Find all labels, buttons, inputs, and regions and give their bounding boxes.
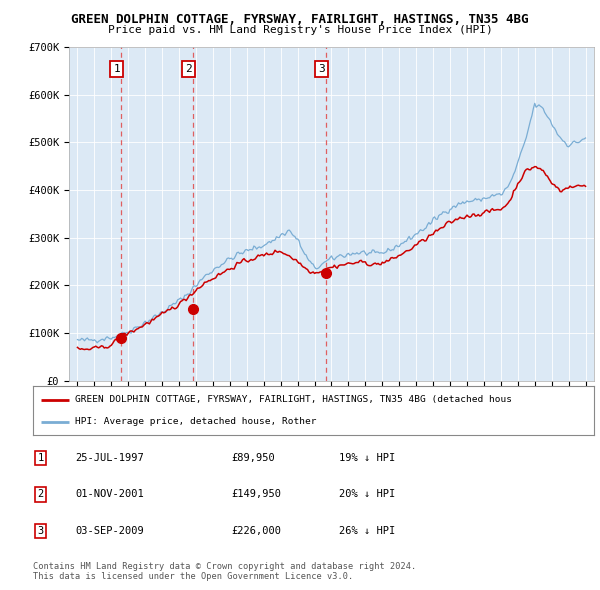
Text: Contains HM Land Registry data © Crown copyright and database right 2024.
This d: Contains HM Land Registry data © Crown c… — [33, 562, 416, 581]
Text: GREEN DOLPHIN COTTAGE, FYRSWAY, FAIRLIGHT, HASTINGS, TN35 4BG: GREEN DOLPHIN COTTAGE, FYRSWAY, FAIRLIGH… — [71, 13, 529, 26]
Text: 01-NOV-2001: 01-NOV-2001 — [75, 490, 144, 499]
Text: 3: 3 — [319, 64, 325, 74]
Text: GREEN DOLPHIN COTTAGE, FYRSWAY, FAIRLIGHT, HASTINGS, TN35 4BG (detached hous: GREEN DOLPHIN COTTAGE, FYRSWAY, FAIRLIGH… — [75, 395, 512, 404]
Text: £226,000: £226,000 — [231, 526, 281, 536]
Text: 26% ↓ HPI: 26% ↓ HPI — [339, 526, 395, 536]
Text: 03-SEP-2009: 03-SEP-2009 — [75, 526, 144, 536]
Text: 20% ↓ HPI: 20% ↓ HPI — [339, 490, 395, 499]
Text: 2: 2 — [185, 64, 192, 74]
Text: Price paid vs. HM Land Registry's House Price Index (HPI): Price paid vs. HM Land Registry's House … — [107, 25, 493, 35]
Text: 25-JUL-1997: 25-JUL-1997 — [75, 453, 144, 463]
Text: £149,950: £149,950 — [231, 490, 281, 499]
Text: 1: 1 — [113, 64, 120, 74]
Text: 1: 1 — [38, 453, 44, 463]
Text: £89,950: £89,950 — [231, 453, 275, 463]
Text: 19% ↓ HPI: 19% ↓ HPI — [339, 453, 395, 463]
Text: HPI: Average price, detached house, Rother: HPI: Average price, detached house, Roth… — [75, 417, 317, 426]
Text: 3: 3 — [38, 526, 44, 536]
Text: 2: 2 — [38, 490, 44, 499]
